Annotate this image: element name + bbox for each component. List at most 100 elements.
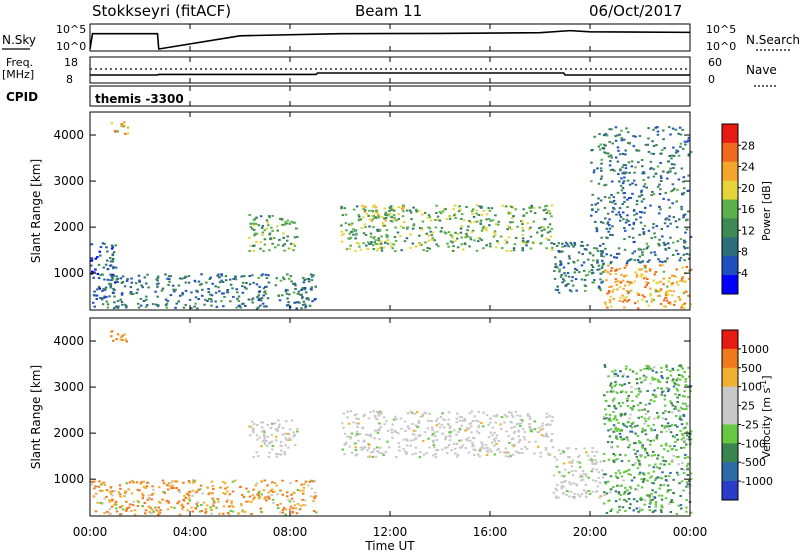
power-cell	[113, 301, 116, 304]
power-cell	[352, 208, 356, 211]
velocity-cell	[135, 481, 139, 484]
velocity-cell	[423, 431, 427, 434]
power-cell	[621, 294, 624, 297]
power-cell	[102, 287, 106, 290]
power-cell	[463, 219, 466, 222]
velocity-cell	[689, 441, 692, 444]
power-cell	[340, 207, 343, 210]
power-cell	[683, 239, 686, 242]
power-cell	[488, 218, 491, 221]
power-cell	[609, 254, 613, 257]
power-cell	[670, 163, 674, 166]
velocity-cell	[562, 481, 565, 483]
power-cell	[344, 222, 348, 225]
velocity-cell	[629, 425, 632, 427]
power-cell	[217, 273, 220, 276]
velocity-cell	[651, 393, 655, 396]
velocity-cell	[660, 504, 663, 507]
power-cell	[388, 212, 392, 215]
power-cell	[494, 214, 497, 217]
velocity-cell	[447, 411, 451, 414]
power-cell	[195, 289, 198, 292]
velocity-cell	[350, 451, 354, 454]
velocity-cell	[622, 493, 626, 495]
power-cell	[616, 160, 620, 163]
power-cell	[355, 232, 358, 235]
power-cell	[314, 297, 317, 300]
power-cell	[110, 244, 114, 247]
velocity-colorbar-segment	[722, 443, 738, 463]
power-cell	[272, 237, 276, 239]
power-cell	[625, 127, 628, 130]
velocity-cell	[245, 487, 248, 490]
velocity-cell	[619, 494, 622, 497]
velocity-cell	[431, 433, 435, 436]
power-cell	[245, 287, 248, 290]
velocity-cell	[346, 410, 349, 413]
velocity-cell	[286, 495, 289, 498]
power-cell	[607, 230, 610, 233]
power-cell	[571, 276, 574, 279]
velocity-cell	[619, 453, 622, 456]
velocity-cell	[643, 422, 646, 425]
velocity-cell	[685, 506, 688, 509]
velocity-cell	[267, 455, 271, 458]
velocity-cell	[295, 512, 299, 515]
power-cell	[261, 234, 264, 237]
velocity-cell	[667, 463, 671, 466]
power-cell	[475, 204, 479, 207]
power-cell	[673, 163, 676, 166]
velocity-cell	[682, 413, 685, 416]
velocity-cell	[618, 505, 621, 508]
power-cell	[628, 259, 631, 262]
velocity-colorbar-segment	[722, 462, 738, 482]
power-cell	[431, 231, 435, 234]
power-cell	[545, 212, 548, 214]
velocity-cell	[660, 506, 663, 509]
velocity-cell	[128, 506, 131, 509]
power-cell	[591, 271, 595, 274]
velocity-cell	[359, 446, 363, 449]
power-cell	[267, 281, 271, 284]
power-cell	[375, 209, 379, 212]
velocity-cell	[455, 455, 459, 458]
power-cell	[99, 274, 102, 276]
velocity-cell	[355, 413, 358, 416]
power-cell	[301, 295, 304, 298]
velocity-cell	[195, 490, 198, 493]
power-cell	[642, 171, 645, 174]
power-ytick-label: 1000	[53, 266, 84, 280]
velocity-cell	[671, 435, 675, 438]
velocity-cell	[676, 369, 680, 372]
power-cell	[340, 230, 343, 233]
power-cell	[631, 192, 634, 195]
velocity-cell	[196, 501, 200, 504]
velocity-cell	[578, 454, 581, 457]
power-cell	[602, 270, 605, 273]
velocity-cell	[312, 495, 316, 498]
power-cell	[343, 207, 346, 210]
velocity-cell	[212, 499, 216, 502]
velocity-cell	[115, 338, 118, 341]
power-cell	[181, 292, 184, 295]
power-cell	[649, 287, 652, 290]
power-cell	[139, 297, 143, 300]
power-cell	[286, 273, 289, 276]
velocity-cell	[105, 495, 108, 498]
velocity-cell	[118, 493, 122, 496]
power-cell	[632, 209, 636, 212]
velocity-cell	[273, 482, 277, 484]
velocity-cell	[281, 493, 284, 496]
velocity-cell	[191, 489, 195, 492]
velocity-cell	[685, 430, 689, 433]
velocity-cell	[181, 503, 184, 506]
power-cell	[193, 279, 197, 282]
cpid-panel: CPID themis -3300	[6, 85, 691, 107]
velocity-cell	[119, 513, 122, 516]
power-cell	[682, 245, 686, 248]
velocity-cell	[187, 494, 191, 497]
velocity-cell	[262, 433, 266, 436]
power-cell	[429, 230, 432, 233]
power-cell	[638, 135, 642, 137]
velocity-cell	[455, 417, 459, 420]
